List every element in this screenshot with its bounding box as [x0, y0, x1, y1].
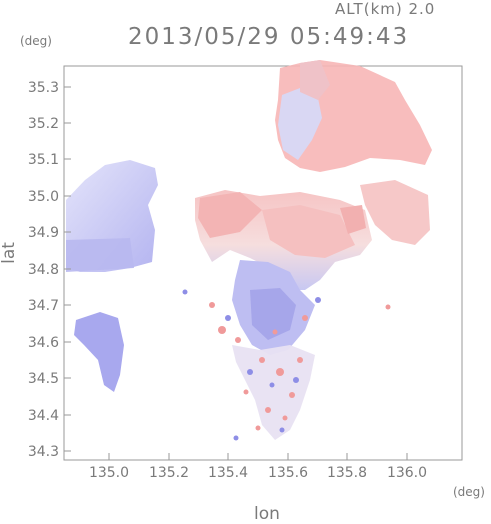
y-tick-label: 34.5	[28, 371, 59, 387]
x-axis-unit: (deg)	[453, 485, 485, 499]
echo-region-northeast-negative	[278, 88, 322, 160]
echo-region-south-scattered	[232, 345, 315, 440]
y-tick-label: 34.8	[28, 262, 59, 278]
y-ticks	[64, 86, 71, 452]
y-tick-label: 34.9	[28, 225, 59, 241]
y-tick-label: 35.0	[28, 189, 59, 205]
x-tick-label: 135.2	[149, 465, 189, 481]
y-tick-label: 34.7	[28, 298, 59, 314]
echo-layer	[66, 60, 432, 441]
y-tick-label: 35.2	[28, 116, 59, 132]
y-tick-label: 34.4	[28, 408, 59, 424]
echo-region-southwest-negative	[74, 312, 124, 392]
x-ticks	[108, 453, 408, 460]
y-axis-unit: (deg)	[20, 34, 52, 48]
x-axis-label: lon	[254, 504, 280, 524]
y-tick-label: 35.1	[28, 152, 59, 168]
x-tick-label: 135.6	[268, 465, 308, 481]
x-tick-label: 136.0	[387, 465, 427, 481]
x-tick-label: 135.4	[208, 465, 248, 481]
y-tick-label: 34.6	[28, 335, 59, 351]
y-tick-label: 34.3	[28, 444, 59, 460]
x-tick-label: 135.0	[89, 465, 129, 481]
x-tick-label: 135.8	[327, 465, 367, 481]
altitude-label: ALT(km) 2.0	[335, 0, 436, 18]
y-tick-label: 35.3	[28, 80, 59, 96]
datetime-title: 2013/05/29 05:49:43	[128, 24, 410, 50]
